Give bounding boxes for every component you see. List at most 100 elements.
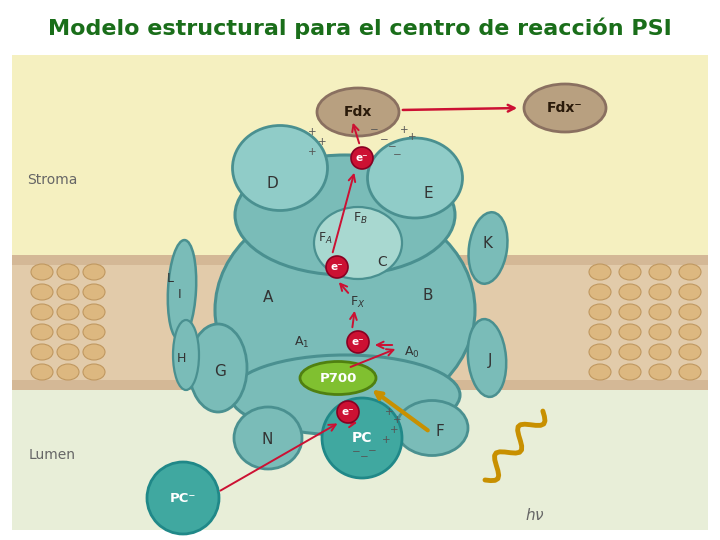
Text: H: H [176,352,186,365]
Ellipse shape [31,344,53,360]
Text: −: − [380,135,389,145]
Text: F$_X$: F$_X$ [350,294,366,309]
Text: −: − [388,142,397,152]
Ellipse shape [367,138,462,218]
Text: +: + [390,425,399,435]
Text: −: − [352,447,361,457]
Ellipse shape [679,284,701,300]
Ellipse shape [317,88,399,136]
Text: −: − [370,125,379,135]
Ellipse shape [619,264,641,280]
Ellipse shape [234,407,302,469]
Text: e⁻: e⁻ [342,407,354,417]
Ellipse shape [649,264,671,280]
Circle shape [322,398,402,478]
Ellipse shape [83,284,105,300]
Ellipse shape [57,264,79,280]
Ellipse shape [57,304,79,320]
Ellipse shape [679,324,701,340]
Text: e⁻: e⁻ [330,262,343,272]
Ellipse shape [230,355,460,435]
Ellipse shape [83,324,105,340]
Ellipse shape [215,200,475,420]
Text: I: I [178,288,182,301]
Text: L: L [166,272,174,285]
Ellipse shape [468,319,506,397]
Ellipse shape [189,324,247,412]
Text: K: K [483,235,493,251]
Ellipse shape [469,212,508,284]
Ellipse shape [679,344,701,360]
Text: +: + [400,125,409,135]
Bar [12,55,708,530]
Text: PC⁻: PC⁻ [170,491,196,504]
Ellipse shape [589,264,611,280]
Text: B: B [423,287,433,302]
Ellipse shape [83,364,105,380]
Ellipse shape [300,361,376,395]
Ellipse shape [31,324,53,340]
Ellipse shape [31,364,53,380]
Circle shape [337,401,359,423]
Ellipse shape [649,304,671,320]
Ellipse shape [619,344,641,360]
Text: D: D [266,176,278,191]
Text: Fdx⁻: Fdx⁻ [547,101,583,115]
Ellipse shape [173,320,199,390]
Ellipse shape [83,304,105,320]
Text: +: + [408,132,417,142]
Text: G: G [214,364,226,380]
Text: F$_B$: F$_B$ [353,211,367,226]
Ellipse shape [589,284,611,300]
Ellipse shape [589,324,611,340]
Text: C: C [377,255,387,269]
Ellipse shape [31,304,53,320]
Ellipse shape [168,240,197,340]
Ellipse shape [589,364,611,380]
Text: +: + [393,415,402,425]
Ellipse shape [649,344,671,360]
Text: e⁻: e⁻ [351,337,364,347]
Bar [12,255,708,390]
Text: −: − [360,452,369,462]
Ellipse shape [619,304,641,320]
Ellipse shape [649,364,671,380]
Text: $h\nu$: $h\nu$ [525,507,545,523]
Circle shape [347,331,369,353]
Text: e⁻: e⁻ [356,153,369,163]
Text: Stroma: Stroma [27,173,77,187]
Ellipse shape [57,364,79,380]
Ellipse shape [235,155,455,275]
Ellipse shape [524,84,606,132]
Text: Lumen: Lumen [29,448,76,462]
Ellipse shape [649,324,671,340]
Text: −: − [368,446,377,456]
Ellipse shape [649,284,671,300]
Text: J: J [487,353,492,368]
Ellipse shape [619,324,641,340]
Circle shape [147,462,219,534]
Text: −: − [393,150,402,160]
Ellipse shape [57,324,79,340]
Text: A$_1$: A$_1$ [294,334,310,349]
Circle shape [326,256,348,278]
Ellipse shape [57,284,79,300]
Ellipse shape [619,364,641,380]
Ellipse shape [31,264,53,280]
Ellipse shape [619,284,641,300]
Bar [12,265,708,380]
Ellipse shape [679,304,701,320]
Text: F$_A$: F$_A$ [318,231,333,246]
Text: +: + [385,407,394,417]
Ellipse shape [31,284,53,300]
Text: +: + [308,127,317,137]
Text: +: + [382,435,391,445]
Ellipse shape [589,304,611,320]
Ellipse shape [57,344,79,360]
Text: P700: P700 [319,372,356,384]
Ellipse shape [589,344,611,360]
Text: Fdx: Fdx [344,105,372,119]
Ellipse shape [233,125,328,211]
Ellipse shape [83,344,105,360]
Text: Modelo estructural para el centro de reacción PSI: Modelo estructural para el centro de rea… [48,17,672,39]
